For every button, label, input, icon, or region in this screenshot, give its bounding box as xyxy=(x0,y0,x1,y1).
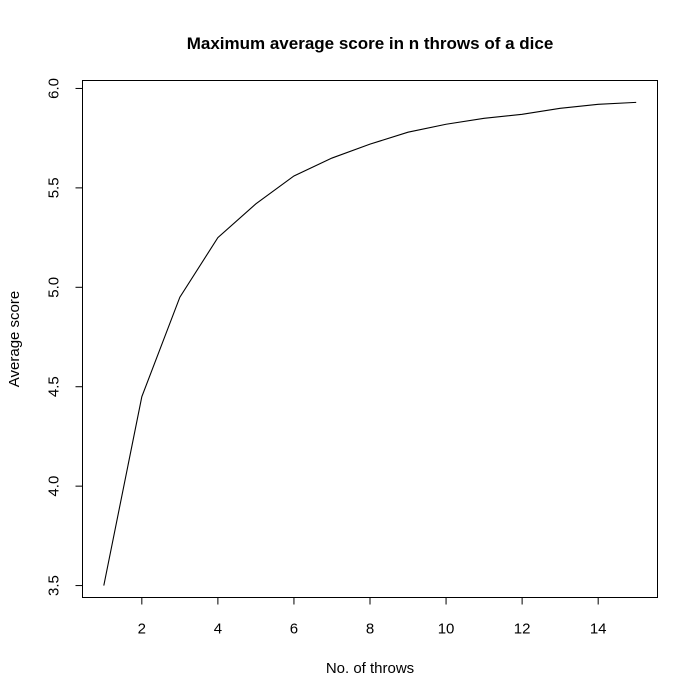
x-tick-label: 14 xyxy=(590,621,607,638)
plot-frame xyxy=(82,80,658,598)
y-axis: 3.5 4.0 4.5 5.0 5.5 6.0 xyxy=(46,78,83,596)
chart-title: Maximum average score in n throws of a d… xyxy=(187,34,554,53)
x-axis-label: No. of throws xyxy=(326,660,414,677)
x-tick-label: 12 xyxy=(514,621,531,638)
y-axis-label: Average score xyxy=(6,291,23,387)
y-tick-label: 5.0 xyxy=(46,277,63,298)
y-tick-label: 4.0 xyxy=(46,476,63,497)
x-axis: 2 4 6 8 10 12 14 xyxy=(138,597,607,638)
y-tick-label: 4.5 xyxy=(46,376,63,397)
x-tick-label: 2 xyxy=(138,621,146,638)
series-line xyxy=(103,101,637,586)
series-group xyxy=(103,101,637,586)
x-tick-label: 10 xyxy=(438,621,455,638)
y-tick-label: 3.5 xyxy=(46,575,63,596)
x-tick-label: 8 xyxy=(366,621,374,638)
x-tick-label: 6 xyxy=(290,621,298,638)
x-tick-label: 4 xyxy=(214,621,222,638)
y-tick-label: 5.5 xyxy=(46,177,63,198)
y-tick-label: 6.0 xyxy=(46,78,63,99)
